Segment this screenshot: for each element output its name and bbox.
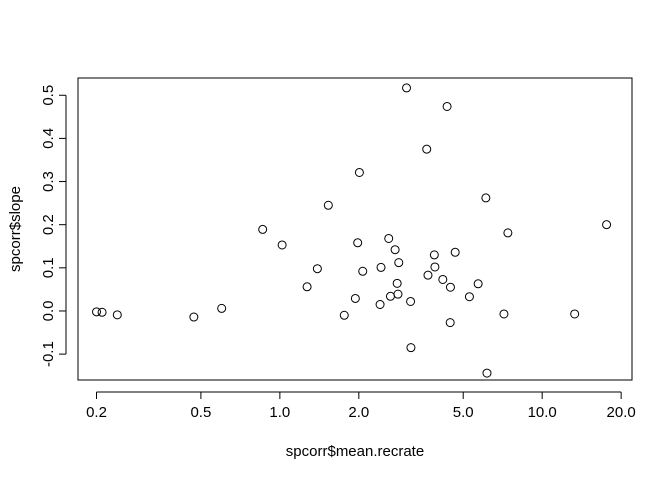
data-point — [376, 262, 386, 272]
data-point — [499, 309, 509, 319]
x-tick-label: 0.5 — [190, 404, 211, 421]
data-point — [339, 310, 349, 320]
x-axis: 0.2 0.5 1.0 2.0 5.0 10.0 20.0 — [86, 391, 636, 421]
y-tick-label: 0.5 — [40, 85, 57, 106]
data-point — [570, 309, 580, 319]
data-point — [422, 144, 432, 154]
data-point — [406, 343, 416, 353]
x-axis-label: spcorr$mean.recrate — [286, 443, 424, 460]
data-point — [112, 310, 122, 320]
data-points — [92, 83, 612, 378]
data-point — [406, 296, 416, 306]
data-point — [92, 307, 102, 317]
data-point — [302, 282, 312, 292]
data-point — [445, 282, 455, 292]
y-tick-label: 0.3 — [40, 171, 57, 192]
data-point — [97, 307, 107, 317]
data-point — [323, 200, 333, 210]
data-point — [402, 83, 412, 93]
data-point — [602, 220, 612, 230]
y-tick-label: 0.4 — [40, 128, 57, 149]
y-tick-label: 0.2 — [40, 214, 57, 235]
x-tick-label: 5.0 — [453, 404, 474, 421]
data-point — [429, 250, 439, 260]
data-point — [258, 224, 268, 234]
data-point — [473, 279, 483, 289]
data-point — [375, 300, 385, 309]
data-point — [189, 312, 199, 322]
data-point — [384, 233, 394, 243]
data-point — [358, 266, 368, 276]
data-point — [430, 262, 440, 272]
data-point — [392, 278, 402, 288]
x-tick-label: 2.0 — [348, 404, 369, 421]
data-point — [390, 245, 400, 255]
x-tick-label: 20.0 — [607, 404, 636, 421]
data-point — [442, 101, 452, 111]
data-point — [481, 193, 491, 203]
y-tick-label: 0.1 — [40, 257, 57, 278]
data-point — [464, 292, 474, 302]
data-point — [217, 303, 227, 313]
data-point — [393, 289, 403, 299]
data-point — [385, 291, 395, 301]
data-point — [445, 318, 455, 328]
x-tick-label: 1.0 — [269, 404, 290, 421]
data-point — [438, 274, 448, 284]
y-axis: -0.1 0.0 0.1 0.2 0.3 0.4 0.5 — [40, 85, 67, 367]
data-point — [350, 293, 360, 303]
y-tick-label: -0.1 — [40, 341, 57, 367]
data-point — [353, 238, 363, 248]
y-axis-label: spcorr$slope — [7, 186, 24, 272]
data-point — [394, 258, 404, 268]
x-tick-label: 0.2 — [86, 404, 107, 421]
data-point — [503, 228, 513, 238]
data-point — [450, 247, 460, 257]
data-point — [354, 167, 364, 177]
x-tick-label: 10.0 — [528, 404, 557, 421]
plot-box — [77, 77, 633, 381]
data-point — [482, 368, 492, 378]
data-point — [277, 240, 287, 250]
y-tick-label: 0.0 — [40, 301, 57, 322]
data-point — [423, 270, 433, 280]
data-point — [312, 264, 322, 274]
